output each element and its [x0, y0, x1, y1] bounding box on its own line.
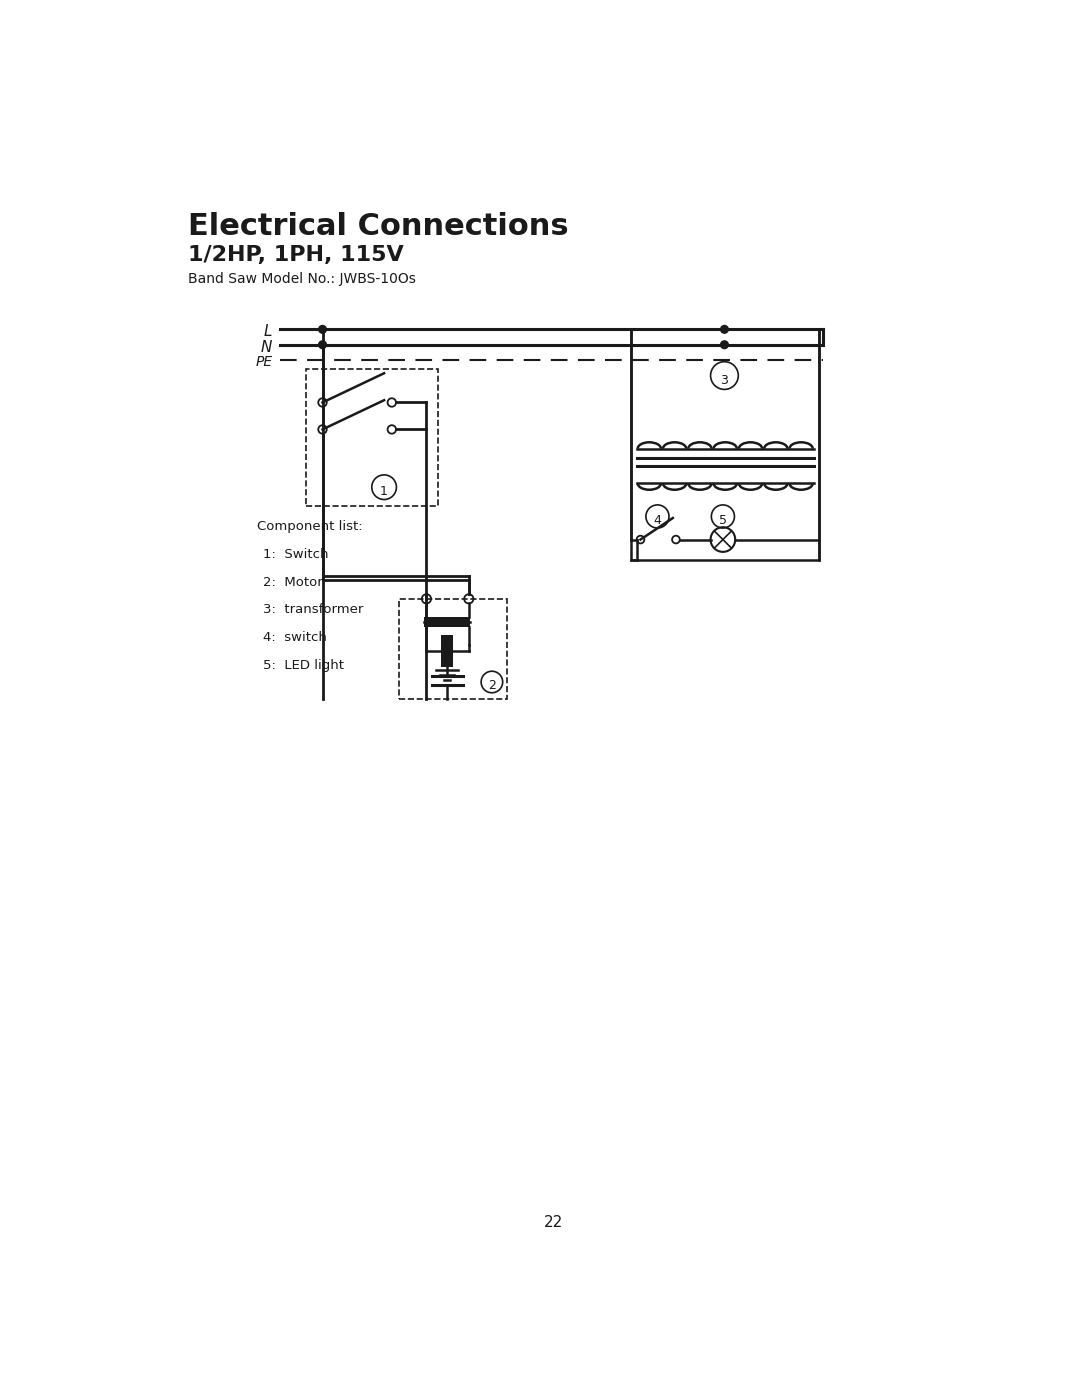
Bar	[424, 616, 470, 627]
Circle shape	[319, 326, 326, 334]
Circle shape	[720, 326, 728, 334]
Bar	[400, 599, 508, 698]
Circle shape	[319, 341, 326, 349]
Text: Electrical Connections: Electrical Connections	[188, 212, 568, 242]
Text: 22: 22	[544, 1215, 563, 1229]
Text: Component list:: Component list:	[257, 520, 363, 534]
Text: 1/2HP, 1PH, 115V: 1/2HP, 1PH, 115V	[188, 244, 404, 264]
Text: 4:  switch: 4: switch	[264, 631, 327, 644]
Text: 2:  Motor: 2: Motor	[264, 576, 323, 588]
Text: 5: 5	[719, 514, 727, 527]
Circle shape	[720, 341, 728, 349]
Text: L: L	[264, 324, 272, 339]
Bar	[441, 636, 454, 668]
Bar	[306, 369, 438, 507]
Text: 4: 4	[653, 514, 661, 527]
Text: 3: 3	[720, 373, 728, 387]
Bar	[631, 330, 819, 560]
Text: 2: 2	[488, 679, 496, 693]
Text: PE: PE	[255, 355, 272, 369]
Text: 1: 1	[380, 485, 388, 499]
Text: 1:  Switch: 1: Switch	[264, 548, 328, 562]
Text: N: N	[261, 339, 272, 355]
Text: 3:  transformer: 3: transformer	[264, 604, 364, 616]
Text: 5:  LED light: 5: LED light	[264, 659, 345, 672]
Text: Band Saw Model No.: JWBS-10Os: Band Saw Model No.: JWBS-10Os	[188, 271, 416, 285]
